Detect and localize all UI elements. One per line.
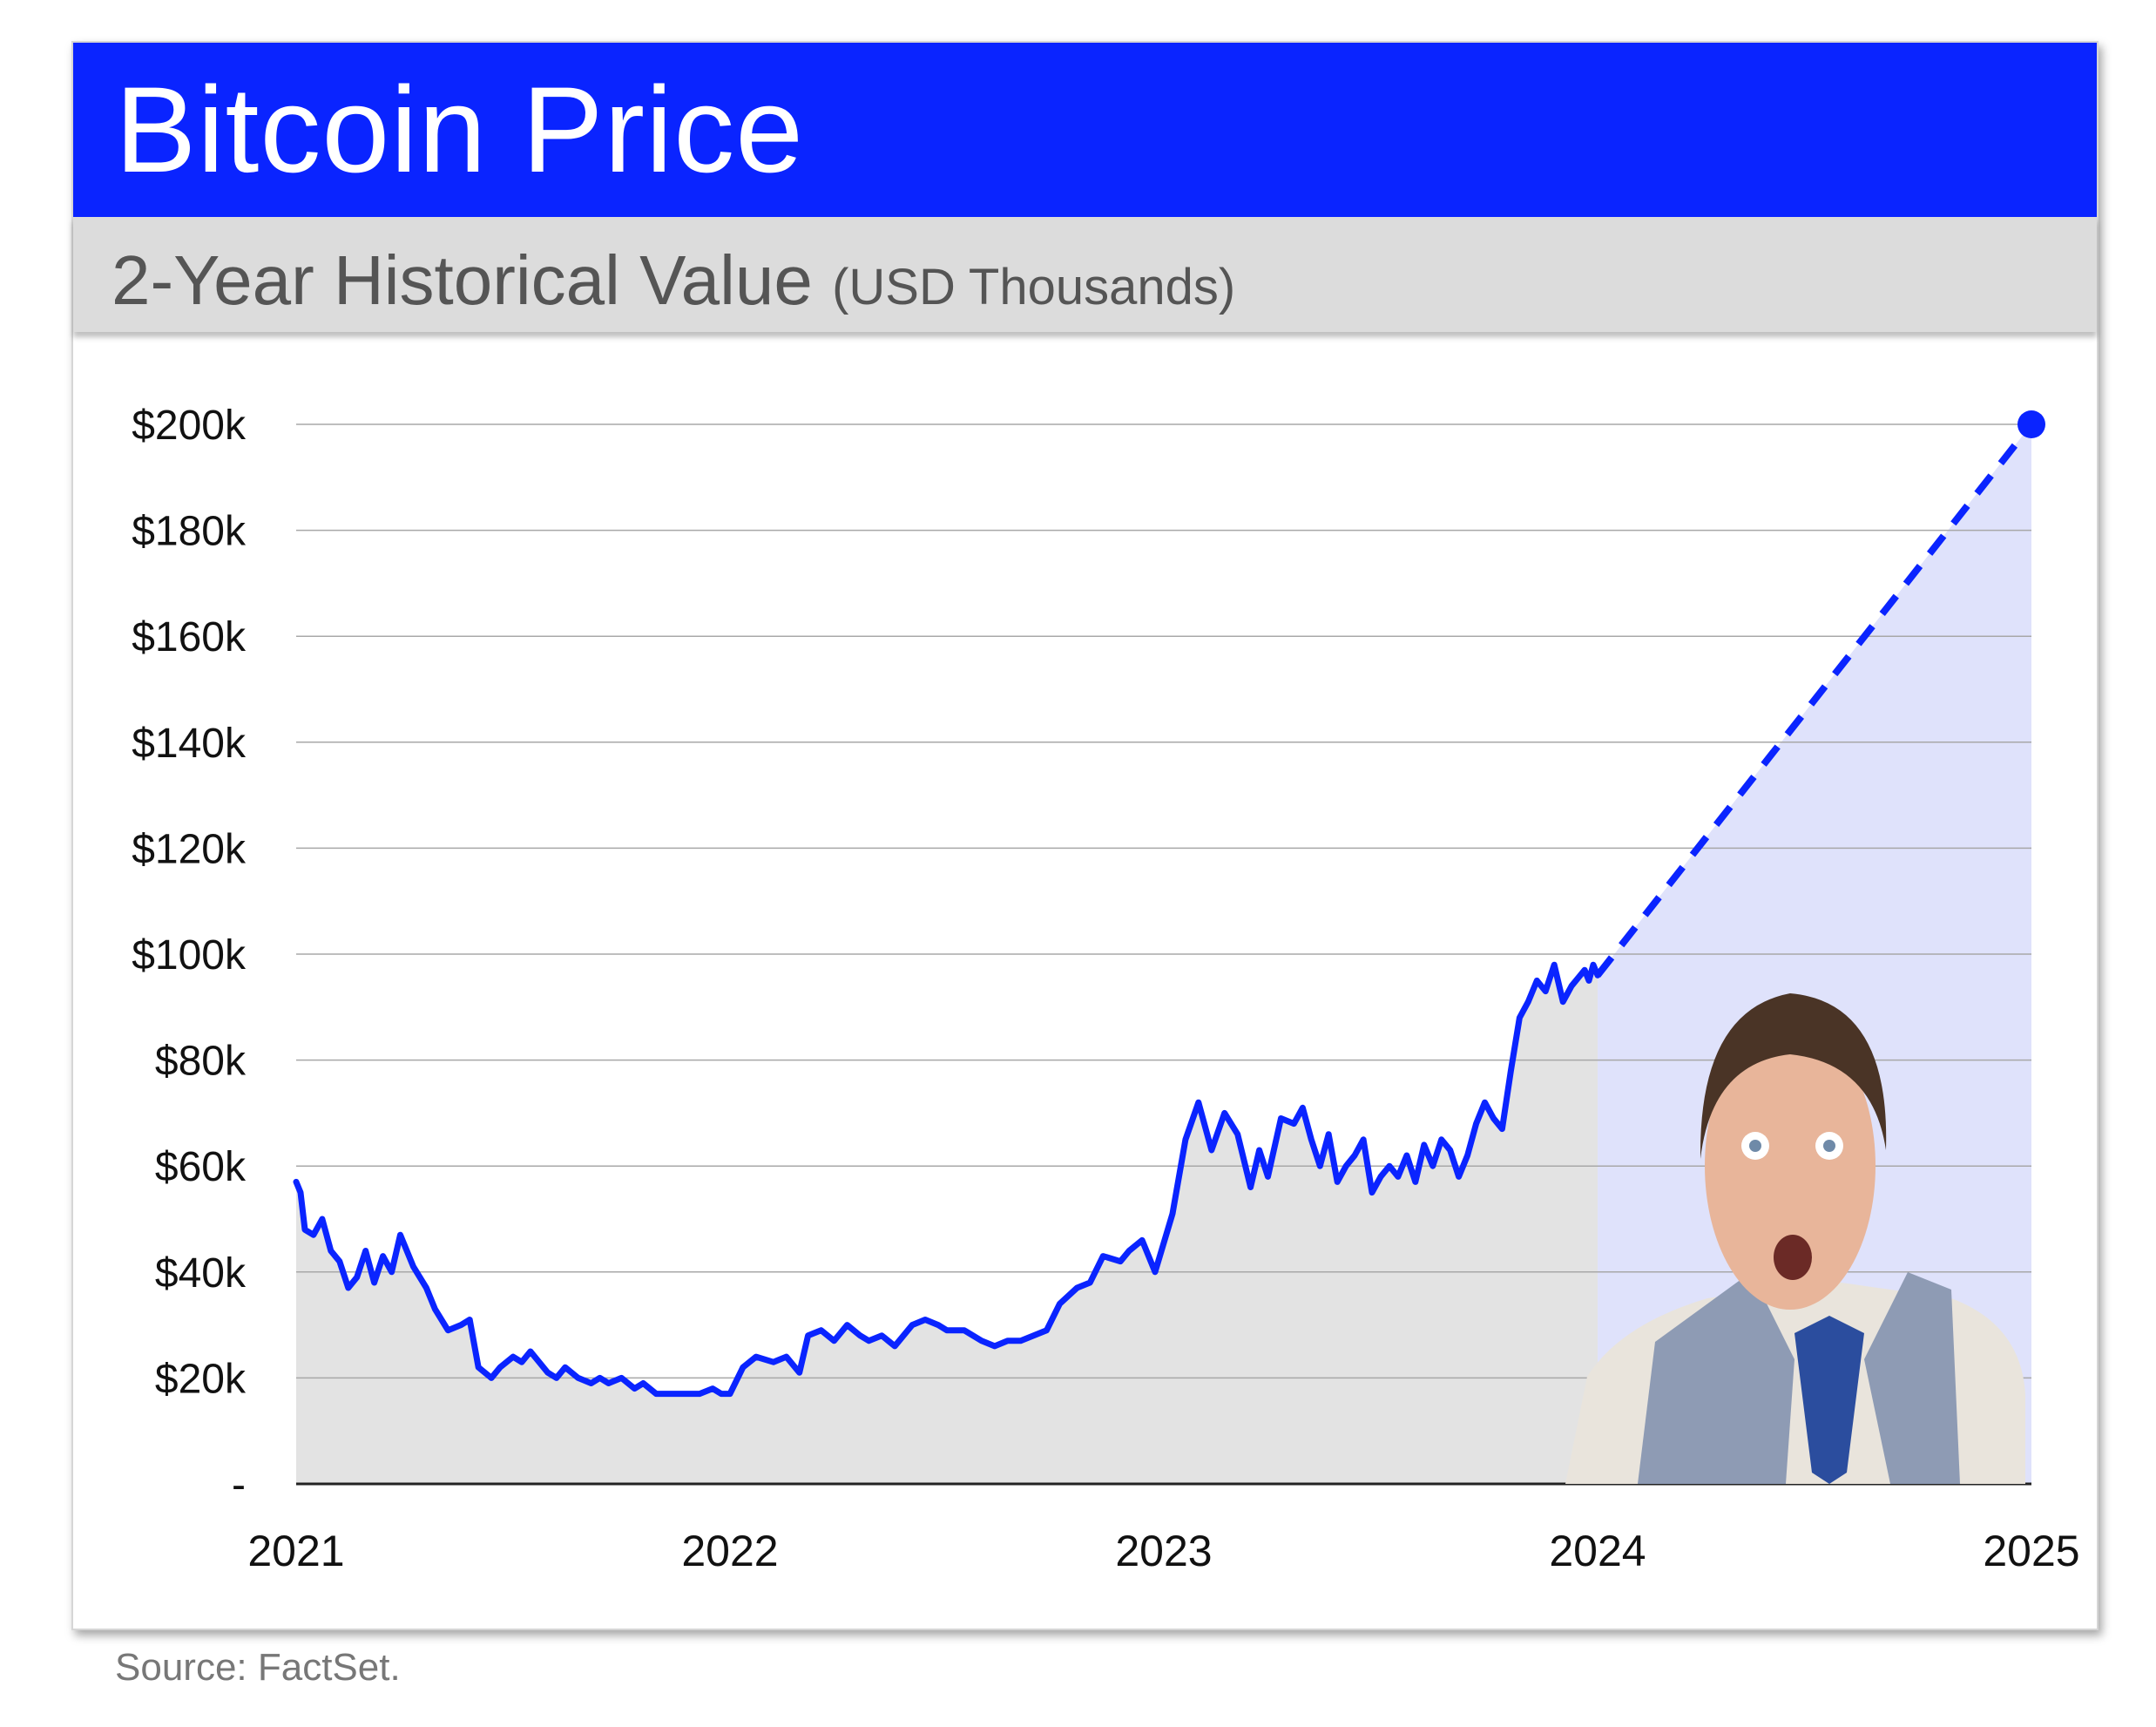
projection-target-marker [2017, 410, 2045, 438]
chart-title: Bitcoin Price [115, 61, 805, 198]
x-tick-label: 2025 [1983, 1527, 2079, 1575]
historical-price-line [293, 961, 1601, 1398]
presenter-hair [1700, 993, 1887, 1159]
y-tick-label: $60k [155, 1144, 247, 1190]
presenter-vest-left [1638, 1272, 1794, 1484]
x-tick-label: 2024 [1549, 1527, 1646, 1575]
subtitle-bar: 2-Year Historical Value (USD Thousands) [73, 217, 2097, 332]
subtitle-main: 2-Year Historical Value [112, 241, 813, 319]
x-tick-label: 2023 [1115, 1527, 1212, 1575]
presenter-vest-right [1864, 1272, 1960, 1484]
source-note: Source: FactSet. [115, 1646, 401, 1689]
projection-dashed-line [1594, 422, 2035, 978]
y-tick-label: $80k [155, 1039, 247, 1085]
y-tick-label: $160k [132, 614, 247, 660]
subtitle-unit: (USD Thousands) [832, 259, 1236, 315]
y-tick-label: $120k [132, 826, 247, 872]
presenter-pupil-right [1823, 1140, 1835, 1152]
y-tick-label: $180k [132, 509, 247, 555]
y-tick-label: $100k [132, 932, 247, 979]
presenter-face [1705, 1022, 1876, 1310]
presenter-mouth [1774, 1235, 1812, 1280]
x-tick-label: 2021 [247, 1527, 344, 1575]
presenter-pupil-left [1749, 1140, 1761, 1152]
title-bar: Bitcoin Price [73, 43, 2097, 217]
y-tick-label: $140k [132, 721, 247, 767]
y-tick-label: - [232, 1462, 246, 1508]
presenter-photo-icon [1565, 993, 2025, 1484]
chart-subtitle: 2-Year Historical Value (USD Thousands) [112, 241, 1235, 327]
y-tick-label: $200k [132, 403, 247, 449]
x-tick-label: 2022 [681, 1527, 778, 1575]
historical-area [296, 965, 1598, 1484]
presenter-tie [1794, 1316, 1864, 1484]
y-tick-label: $20k [155, 1356, 247, 1402]
y-tick-label: $40k [155, 1250, 247, 1297]
